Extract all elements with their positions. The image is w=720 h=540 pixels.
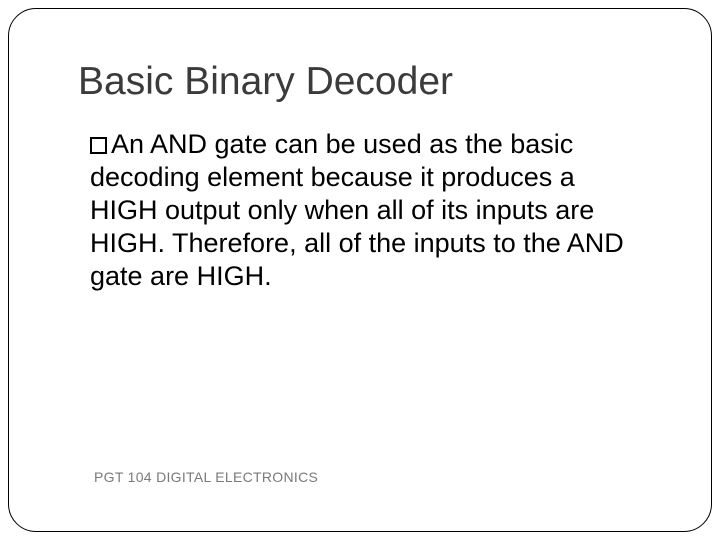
slide: Basic Binary Decoder An AND gate can be …: [0, 0, 720, 540]
slide-footer: PGT 104 DIGITAL ELECTRONICS: [94, 469, 318, 485]
square-bullet-icon: [90, 137, 107, 154]
slide-title: Basic Binary Decoder: [78, 60, 453, 104]
body-text: An AND gate can be used as the basic dec…: [90, 129, 624, 291]
slide-body: An AND gate can be used as the basic dec…: [90, 128, 640, 293]
